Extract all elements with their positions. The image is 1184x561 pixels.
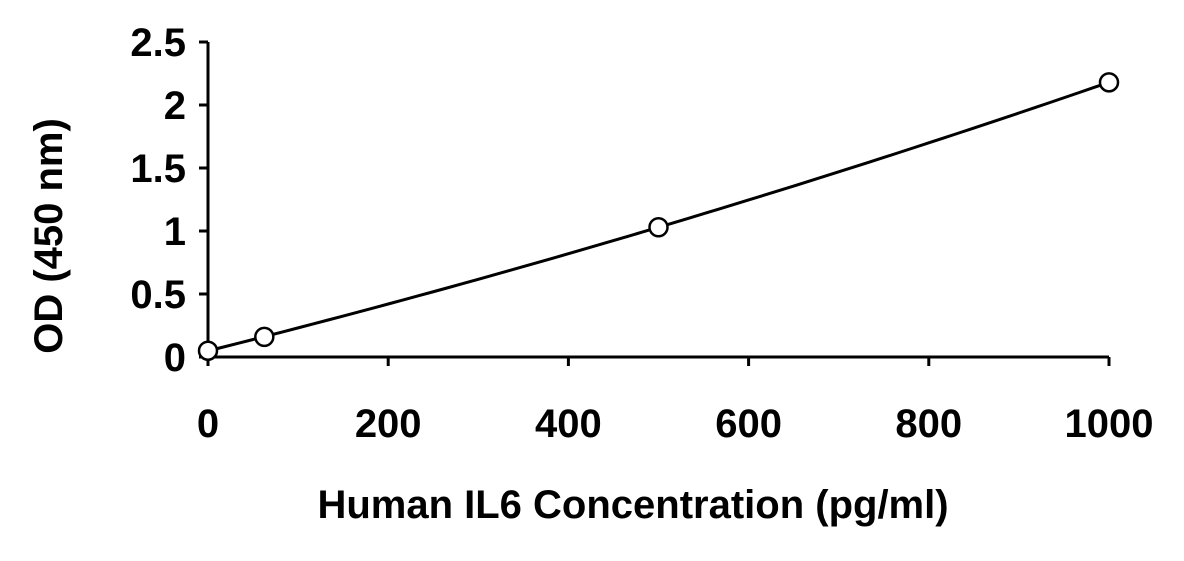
data-point	[1098, 72, 1120, 93]
x-tick-label: 1000	[1065, 402, 1154, 446]
data-points-layer	[197, 72, 1120, 361]
x-tick-label: 600	[715, 402, 782, 446]
axes	[206, 42, 1109, 359]
y-tick-label: 1.5	[130, 147, 186, 191]
data-point	[254, 326, 275, 348]
y-axis-ticks: 0 0.5 1 1.5 2 2.5	[130, 21, 208, 380]
y-tick-label: 0.5	[130, 273, 186, 317]
y-tick-label: 0	[164, 336, 186, 380]
y-tick-label: 2.5	[130, 21, 186, 65]
data-point	[197, 340, 219, 361]
y-tick-label: 1	[164, 210, 186, 254]
x-tick-label: 400	[535, 402, 602, 446]
x-axis-title: Human IL6 Concentration (pg/ml)	[317, 483, 948, 527]
x-tick-label: 200	[355, 402, 422, 446]
y-axis-title: OD (450 nm)	[27, 118, 71, 354]
x-tick-label: 800	[895, 402, 962, 446]
y-tick-label: 2	[164, 84, 186, 128]
fitted-curve-layer	[207, 80, 1110, 353]
x-axis-ticks: 0 200 400 600 800 1000	[197, 357, 1154, 446]
x-tick-label: 0	[197, 402, 219, 446]
fitted-curve-line	[207, 80, 1110, 353]
data-point	[648, 216, 669, 238]
